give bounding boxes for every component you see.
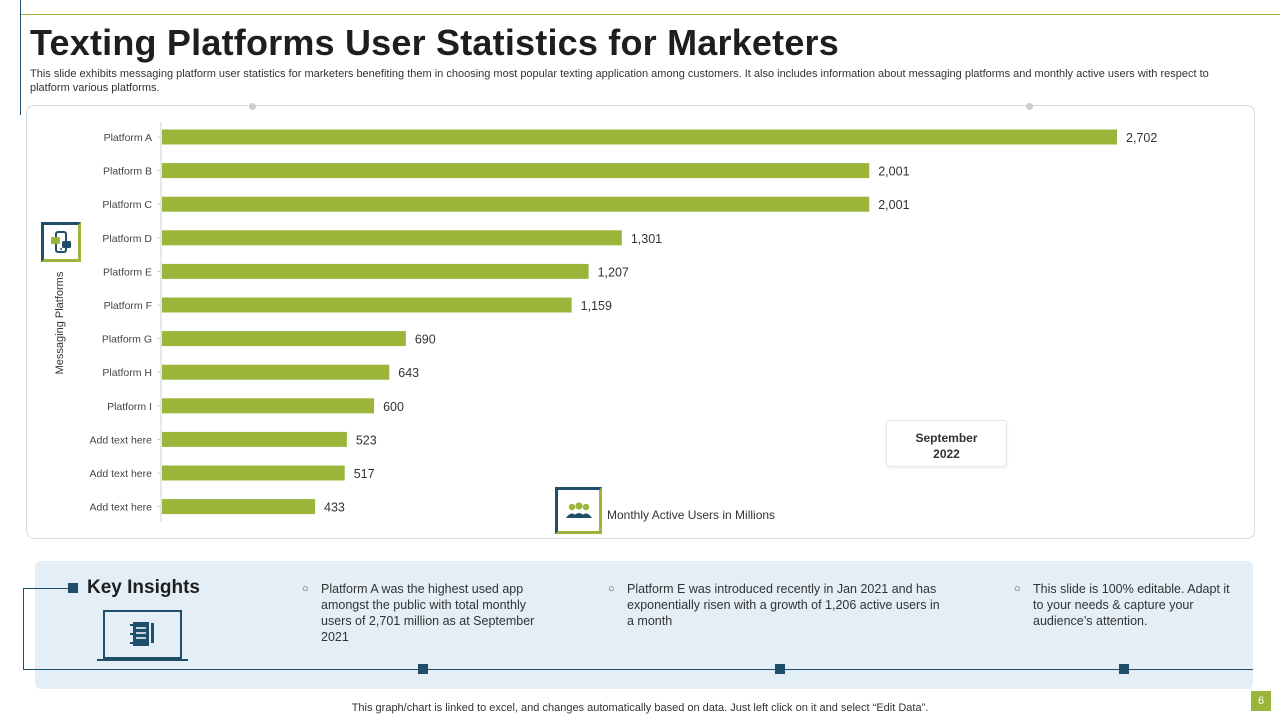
insight-item: ○ Platform E was introduced recently in … — [608, 581, 947, 629]
circle-bullet-icon: ○ — [302, 583, 309, 595]
slide-title: Texting Platforms User Statistics for Ma… — [30, 22, 839, 63]
bar — [162, 364, 390, 380]
date-annotation: September 2022 — [886, 420, 1007, 467]
category-label: Platform C — [102, 199, 152, 211]
data-label: 1,301 — [631, 232, 662, 246]
date-annotation-text: September 2022 — [915, 431, 978, 461]
people-group-icon — [555, 487, 602, 534]
category-label: Add text here — [90, 502, 153, 514]
top-rule — [20, 14, 1280, 15]
category-label: Add text here — [90, 434, 153, 446]
data-label: 2,702 — [1126, 131, 1157, 145]
box-dot-right — [1026, 103, 1033, 110]
timeline-marker — [775, 664, 785, 674]
category-label: Add text here — [90, 468, 153, 480]
bar — [162, 499, 316, 515]
data-label: 643 — [398, 366, 419, 380]
y-axis-label: Messaging Platforms — [54, 271, 66, 375]
category-label: Platform D — [102, 233, 152, 245]
slide-subtitle: This slide exhibits messaging platform u… — [30, 68, 1209, 94]
left-accent-rule — [20, 0, 21, 115]
category-label: Platform A — [104, 132, 152, 144]
data-label: 433 — [324, 501, 345, 515]
box-dot-left — [249, 103, 256, 110]
bar — [162, 297, 572, 313]
category-label: Platform H — [102, 367, 152, 379]
insight-text: Platform A was the highest used app amon… — [321, 582, 535, 644]
data-label: 2,001 — [878, 165, 909, 179]
insights-connector-horizontal — [23, 588, 69, 589]
category-label: Platform B — [103, 166, 152, 178]
bar-chart: Platform A 2,702 Platform B 2,001 Platform C… — [90, 122, 1157, 522]
bar — [162, 163, 870, 179]
data-label: 2,001 — [878, 198, 909, 212]
category-label: Platform I — [107, 401, 152, 413]
insight-item: ○ Platform A was the highest used app am… — [302, 581, 553, 645]
insight-item: ○ This slide is 100% editable. Adapt it … — [1014, 581, 1243, 629]
page-number: 6 — [1251, 691, 1271, 711]
bar — [162, 465, 345, 481]
footer-note: This graph/chart is linked to excel, and… — [351, 702, 929, 714]
category-label: Platform G — [102, 334, 152, 346]
bar — [162, 398, 375, 414]
notebook-icon — [97, 610, 188, 661]
bar — [162, 431, 347, 447]
insights-connector-vertical — [23, 588, 24, 670]
category-label: Platform F — [104, 300, 152, 312]
key-insights-title: Key Insights — [87, 577, 200, 598]
bar — [162, 263, 589, 279]
bar — [162, 331, 406, 347]
timeline-marker — [418, 664, 428, 674]
title-square-marker — [68, 583, 78, 593]
insights-baseline — [23, 669, 1253, 670]
circle-bullet-icon: ○ — [1014, 583, 1021, 595]
bar — [162, 129, 1117, 145]
data-label: 600 — [383, 400, 404, 414]
timeline-marker — [1119, 664, 1129, 674]
data-label: 523 — [356, 433, 377, 447]
phone-chat-icon — [41, 222, 81, 262]
data-label: 690 — [415, 333, 436, 347]
insight-text: This slide is 100% editable. Adapt it to… — [1033, 582, 1230, 628]
x-axis-label: Monthly Active Users in Millions — [607, 508, 776, 522]
data-label: 1,159 — [581, 299, 612, 313]
data-label: 1,207 — [598, 265, 629, 279]
bar — [162, 196, 870, 212]
key-insights-panel — [35, 561, 1253, 689]
data-label: 517 — [354, 467, 375, 481]
bar — [162, 230, 622, 246]
circle-bullet-icon: ○ — [608, 583, 615, 595]
insight-text: Platform E was introduced recently in Ja… — [627, 582, 940, 628]
category-label: Platform E — [103, 266, 152, 278]
